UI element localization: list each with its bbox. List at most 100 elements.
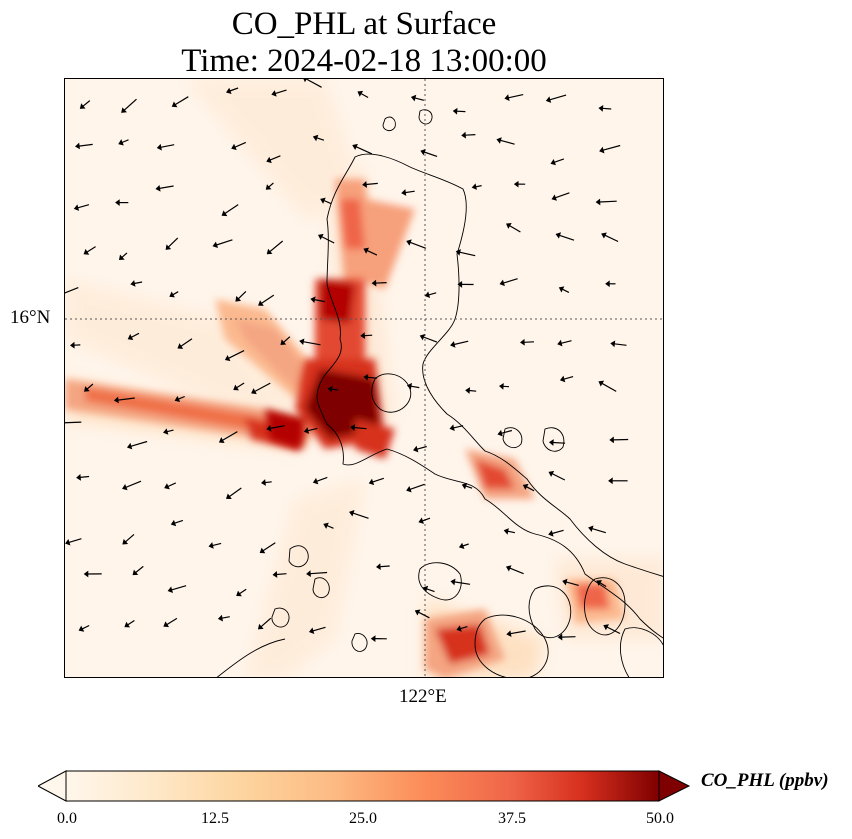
wind-vector <box>509 567 524 575</box>
wind-vector <box>268 182 274 188</box>
wind-vector <box>86 246 96 253</box>
wind-vector <box>228 487 242 498</box>
wind-vector-head <box>350 424 356 431</box>
wind-vector-head <box>317 233 324 240</box>
wind-vector <box>562 288 570 293</box>
wind-vector-head <box>499 279 505 287</box>
wind-vector-head <box>217 614 223 622</box>
wind-vector-head <box>504 94 510 102</box>
wind-vector <box>551 473 566 481</box>
wind-vector <box>117 397 135 401</box>
wind-vector <box>167 482 177 488</box>
wind-vector-head <box>461 482 468 490</box>
wind-vector <box>367 376 378 379</box>
wind-vector-head <box>156 143 162 151</box>
wind-vector-head <box>506 222 512 229</box>
wind-vector-head <box>236 590 242 597</box>
wind-vector-head <box>163 621 170 628</box>
wind-vector <box>360 92 369 99</box>
wind-vector <box>414 97 425 101</box>
wind-vector <box>465 134 476 136</box>
wind-vector-head <box>452 107 458 115</box>
wind-vector <box>180 338 193 347</box>
wind-vector-head <box>458 542 465 550</box>
wind-vector <box>555 192 570 199</box>
wind-vector <box>560 340 572 344</box>
wind-vector-head <box>122 483 128 491</box>
wind-vector-head <box>271 90 277 97</box>
wind-vector-head <box>272 571 278 578</box>
wind-vector <box>274 89 287 95</box>
wind-vector-head <box>280 339 287 345</box>
wind-vector-head <box>79 103 86 109</box>
wind-vector-head <box>258 300 264 306</box>
wind-vector-head <box>167 586 174 593</box>
colorbar-tick-3: 37.5 <box>498 810 526 827</box>
wind-vector-head <box>171 101 178 108</box>
wind-vector <box>283 336 291 343</box>
wind-vector-head <box>352 143 358 150</box>
wind-vector-head <box>418 517 424 524</box>
wind-vector-head <box>257 623 264 630</box>
wind-vector-head <box>595 198 601 206</box>
colorbar-tick-1: 12.5 <box>201 810 229 827</box>
wind-vector-head <box>126 442 133 450</box>
wind-vector <box>216 239 233 246</box>
wind-vector-head <box>165 244 172 250</box>
wind-vector-head <box>548 530 554 537</box>
coastline-outline <box>216 109 663 677</box>
wind-vector-head <box>118 139 124 146</box>
map-canvas <box>65 79 663 677</box>
wind-vector-head <box>450 578 456 586</box>
wind-vector <box>321 236 335 244</box>
map-title-line2: Time: 2024-02-18 13:00:00 <box>181 43 547 79</box>
wind-vector <box>125 533 135 543</box>
wind-vector-head <box>596 580 602 586</box>
wind-vector-head <box>132 569 139 576</box>
wind-vector-head <box>208 542 214 549</box>
wind-vector-head <box>450 341 456 348</box>
wind-vector-head <box>422 585 429 593</box>
wind-vector-head <box>505 565 512 572</box>
wind-vector-head <box>375 563 381 571</box>
wind-vector-head <box>266 248 273 255</box>
wind-vector-head <box>130 280 136 287</box>
wind-vector <box>269 155 281 161</box>
wind-vector <box>526 486 535 492</box>
wind-vector <box>418 611 430 619</box>
wind-vector <box>276 573 287 576</box>
wind-vector-head <box>266 156 272 164</box>
wind-vector-head <box>368 478 375 486</box>
wind-vector <box>354 426 367 430</box>
wind-vector-head <box>224 354 231 362</box>
wind-vector <box>262 542 276 552</box>
wind-vector <box>86 383 94 390</box>
wind-vector-head <box>225 493 232 500</box>
wind-vector-head <box>121 107 127 113</box>
wind-vector <box>453 425 464 429</box>
wind-vector <box>602 107 612 110</box>
wind-vector-head <box>550 158 556 166</box>
wind-vector-head <box>559 375 566 383</box>
wind-vector <box>236 382 245 389</box>
wind-vector-head <box>588 525 594 532</box>
wind-vector <box>166 429 174 433</box>
wind-vector <box>65 421 82 424</box>
wind-vector <box>601 382 617 392</box>
wind-vector <box>614 343 627 346</box>
wind-vector-head <box>471 183 477 190</box>
wind-vector <box>501 429 513 434</box>
wind-vector-head <box>323 522 329 529</box>
wind-vector-head <box>424 291 431 298</box>
wind-vector-head <box>357 90 364 97</box>
wind-vector-head <box>610 340 616 348</box>
wind-vector <box>229 87 239 92</box>
wind-vector-head <box>69 341 75 349</box>
wind-vector <box>130 440 148 447</box>
wind-vector-head <box>598 104 604 112</box>
wind-vector <box>228 350 245 359</box>
wind-vector <box>500 139 515 145</box>
wind-vector <box>221 616 230 619</box>
wind-vector <box>174 96 189 106</box>
wind-vector <box>166 617 178 626</box>
